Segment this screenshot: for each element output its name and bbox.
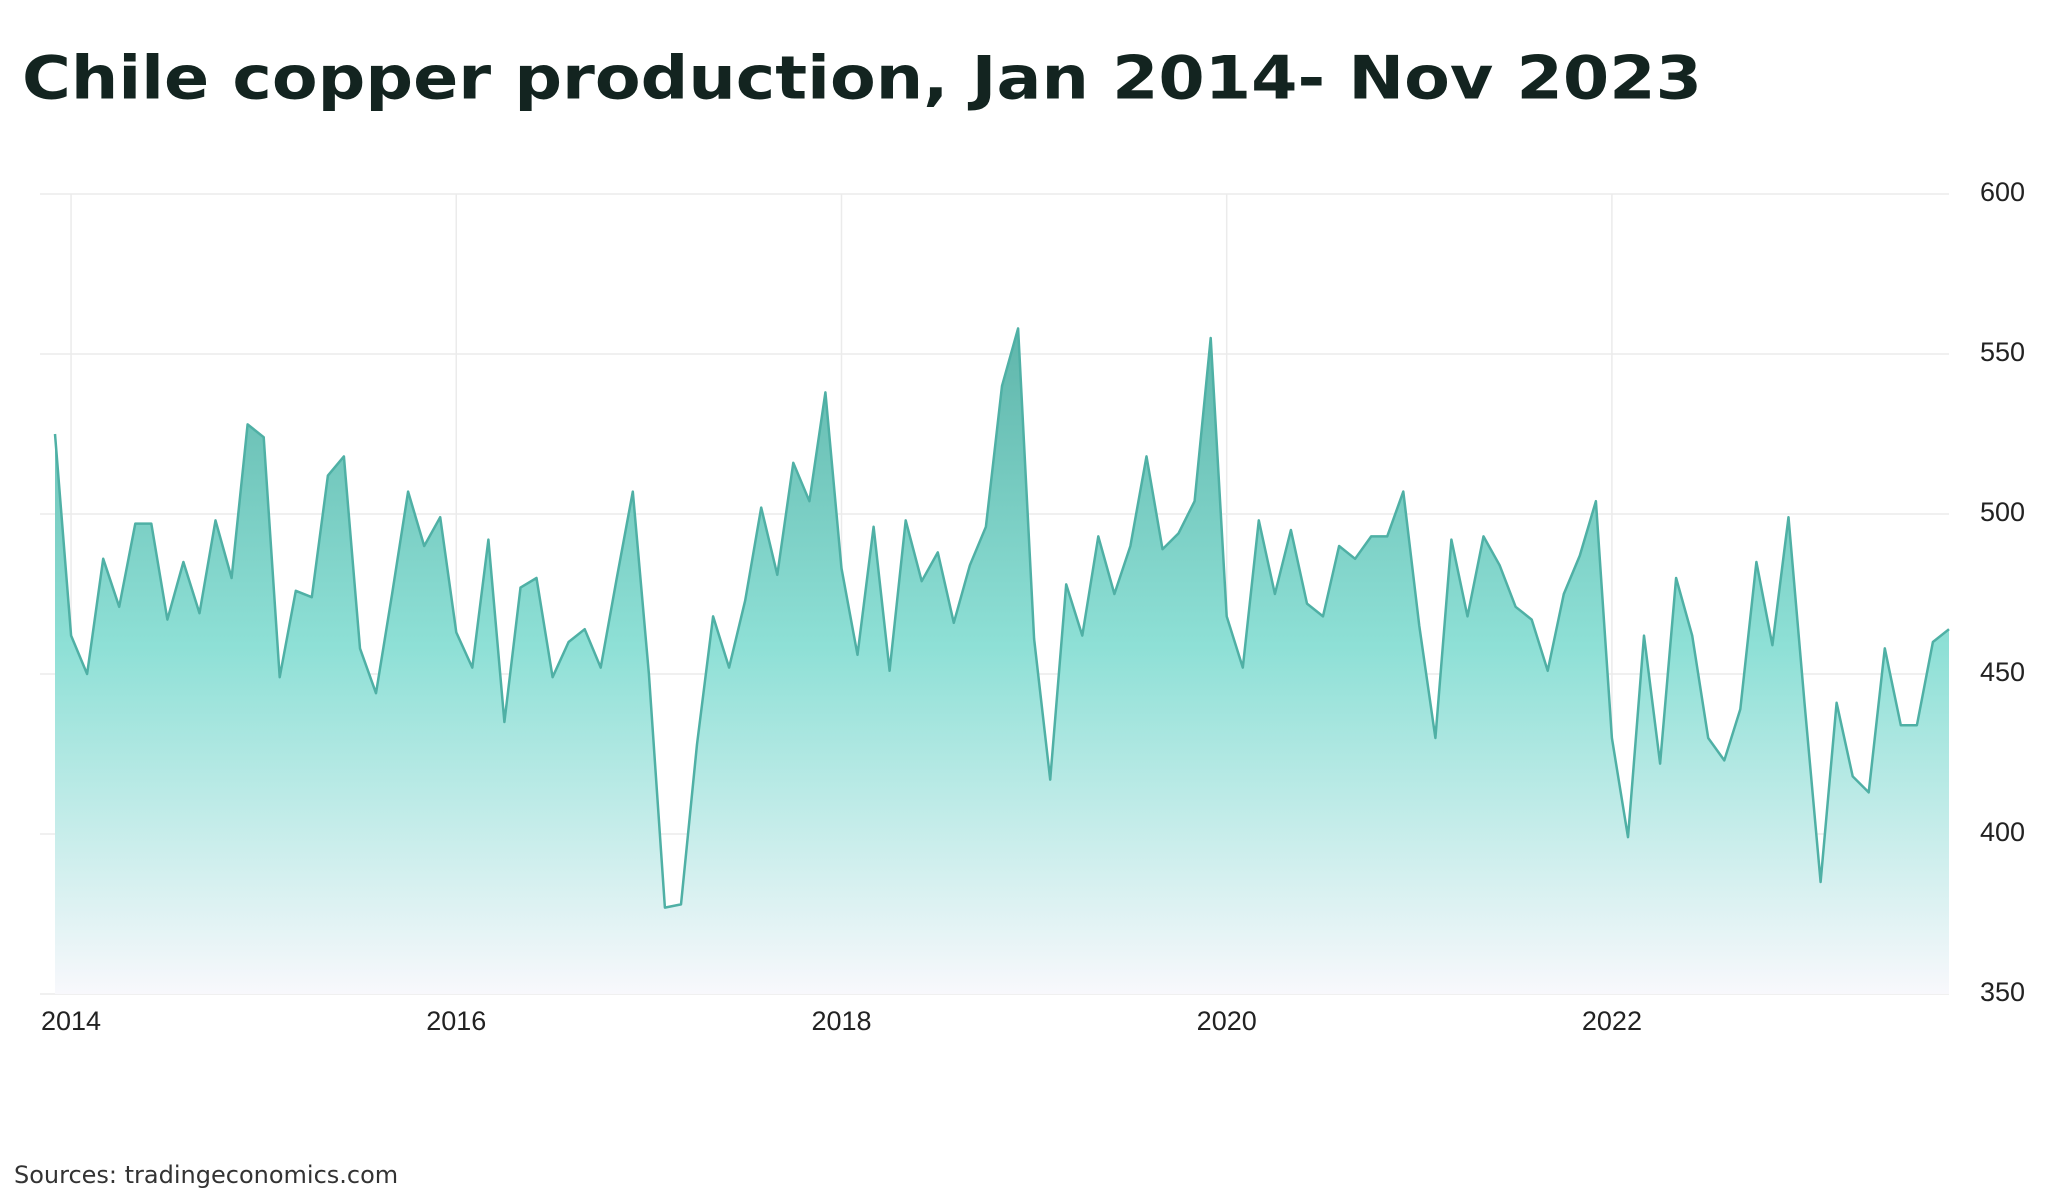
source: Sources: tradingeconomics.com	[14, 1161, 398, 1189]
x-tick-label: 2016	[426, 1006, 486, 1036]
y-tick-label: 500	[1980, 497, 2025, 527]
x-tick-label: 2014	[41, 1006, 101, 1036]
line	[53, 327, 1950, 909]
x-tick-label: 2018	[811, 1006, 871, 1036]
y-tick-label: 400	[1980, 817, 2025, 847]
x-tick-label: 2022	[1582, 1006, 1642, 1036]
area	[55, 328, 1949, 994]
y-tick-label: 350	[1980, 977, 2025, 1007]
y-tick-label: 450	[1980, 657, 2025, 687]
chart-title: Chile copper production, Jan 2014- Nov 2…	[22, 44, 1702, 114]
y-tick-label: 550	[1980, 337, 2025, 367]
x-tick-label: 2020	[1197, 1006, 1257, 1036]
y-tick-label: 600	[1980, 177, 2025, 207]
